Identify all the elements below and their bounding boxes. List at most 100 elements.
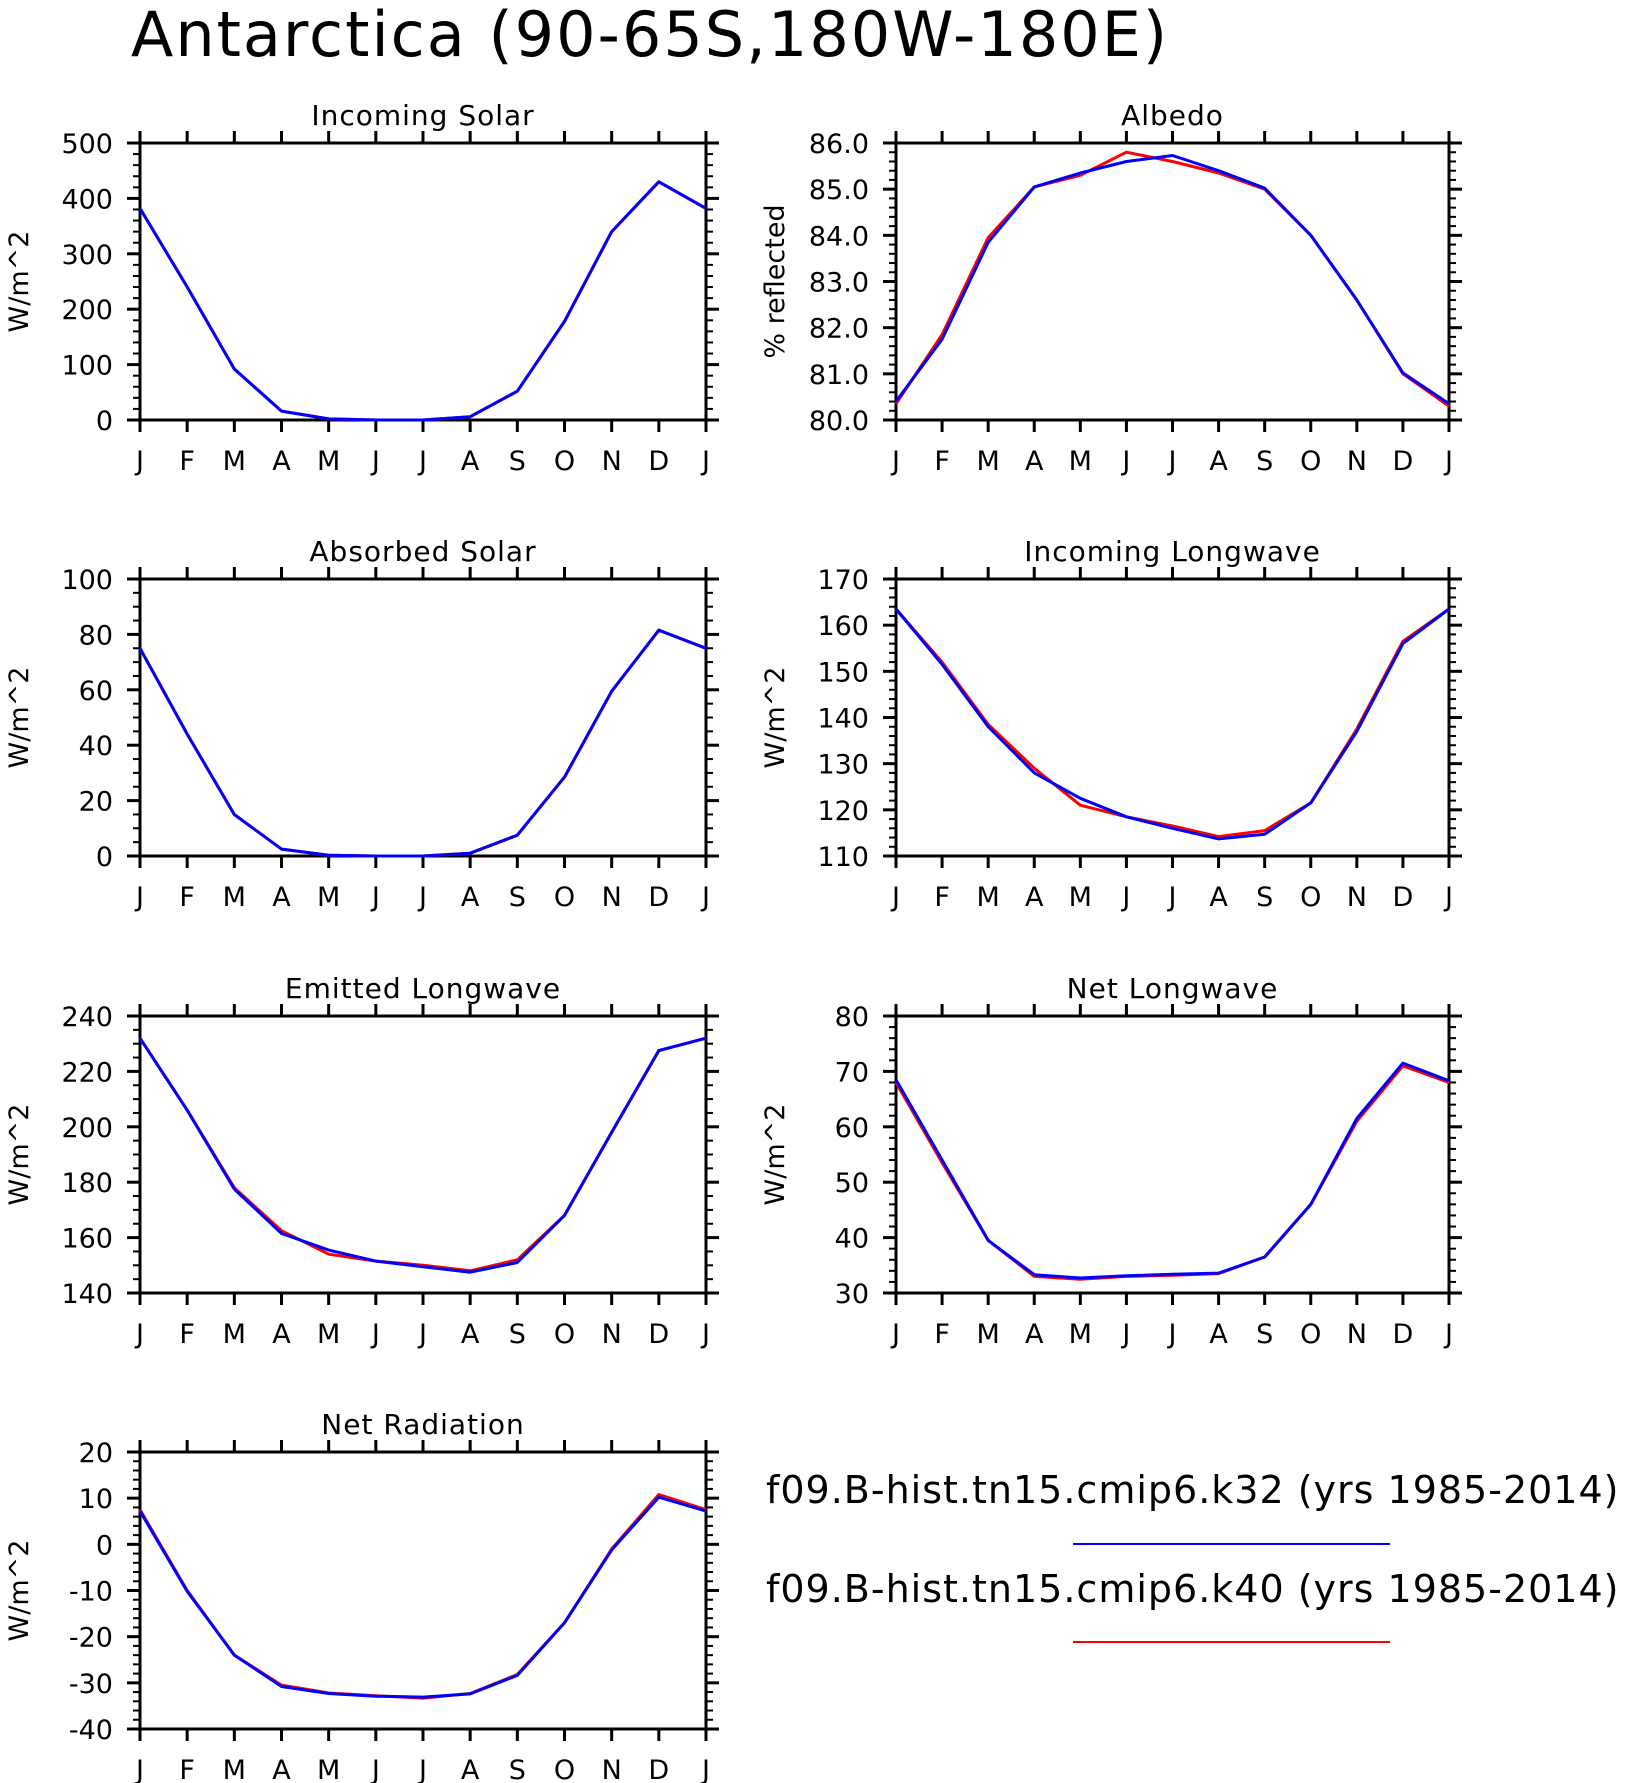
x-tick-label: A xyxy=(272,1319,291,1350)
series-line-0 xyxy=(138,1493,707,1700)
x-tick-label: F xyxy=(934,882,950,913)
x-tick-label: J xyxy=(417,882,427,913)
x-tick-label: A xyxy=(461,446,480,477)
y-tick-label: 86.0 xyxy=(809,129,869,160)
chart-title: Incoming Longwave xyxy=(1024,535,1321,568)
x-tick-label: N xyxy=(1347,882,1367,913)
y-tick-label: 20 xyxy=(79,787,113,818)
x-tick-label: F xyxy=(179,882,195,913)
x-tick-label: D xyxy=(648,446,669,477)
x-tick-label: J xyxy=(370,1755,380,1783)
legend-label-k32: f09.B-hist.tn15.cmip6.k32 (yrs 1985-2014… xyxy=(766,1468,1620,1512)
x-tick-label: J xyxy=(134,882,144,913)
x-tick-label: J xyxy=(370,882,380,913)
y-tick-label: 80.0 xyxy=(809,406,869,437)
x-tick-label: A xyxy=(1025,446,1044,477)
y-tick-label: -40 xyxy=(69,1715,113,1746)
y-tick-label: -30 xyxy=(69,1669,113,1700)
x-tick-label: M xyxy=(977,882,1000,913)
y-tick-label: -20 xyxy=(69,1623,113,1654)
series-line-1 xyxy=(138,180,707,422)
x-tick-label: D xyxy=(1393,1319,1414,1350)
x-tick-label: A xyxy=(461,1319,480,1350)
y-tick-label: 60 xyxy=(79,676,113,707)
x-tick-label: M xyxy=(223,446,246,477)
x-tick-label: M xyxy=(317,882,340,913)
y-tick-label: 40 xyxy=(79,731,113,762)
x-tick-label: M xyxy=(1069,882,1092,913)
x-tick-label: D xyxy=(648,1319,669,1350)
y-tick-label: -10 xyxy=(69,1577,113,1608)
legend-line-k40 xyxy=(1073,1641,1390,1643)
plot-frame xyxy=(138,141,708,422)
y-tick-label: 0 xyxy=(96,842,113,873)
x-tick-label: J xyxy=(134,1755,144,1783)
x-tick-label: J xyxy=(417,446,427,477)
plot-frame xyxy=(894,577,1451,858)
y-tick-label: 180 xyxy=(61,1168,113,1199)
x-tick-label: F xyxy=(934,1319,950,1350)
x-tick-label: N xyxy=(602,1755,622,1783)
x-tick-label: M xyxy=(1069,1319,1092,1350)
x-tick-label: J xyxy=(1120,446,1130,477)
plot-frame xyxy=(894,141,1451,422)
y-tick-label: 40 xyxy=(835,1224,869,1255)
y-tick-label: 120 xyxy=(817,796,869,827)
x-tick-label: J xyxy=(890,1319,900,1350)
x-tick-label: J xyxy=(1443,1319,1453,1350)
chart-title: Emitted Longwave xyxy=(285,972,561,1005)
series-line-0 xyxy=(894,1064,1450,1281)
x-tick-label: D xyxy=(648,882,669,913)
y-tick-label: 140 xyxy=(61,1279,113,1310)
x-tick-label: D xyxy=(1393,882,1414,913)
x-tick-label: A xyxy=(1209,446,1228,477)
x-tick-label: F xyxy=(179,1755,195,1783)
y-tick-label: 500 xyxy=(61,129,113,160)
x-tick-label: A xyxy=(272,446,291,477)
y-tick-label: 300 xyxy=(61,240,113,271)
y-tick-label: 150 xyxy=(817,657,869,688)
y-tick-label: 200 xyxy=(61,295,113,326)
y-tick-label: 80 xyxy=(79,620,113,651)
y-tick-label: 100 xyxy=(61,565,113,596)
chart-title: Albedo xyxy=(1121,99,1224,132)
x-tick-label: A xyxy=(461,882,480,913)
x-tick-label: M xyxy=(317,1755,340,1783)
x-tick-label: J xyxy=(890,446,900,477)
x-tick-label: S xyxy=(1256,882,1273,913)
y-tick-label: 160 xyxy=(817,611,869,642)
x-tick-label: J xyxy=(1443,882,1453,913)
x-tick-label: O xyxy=(1300,882,1321,913)
x-tick-label: J xyxy=(700,1319,710,1350)
plot-frame xyxy=(894,1014,1451,1295)
series-line-1 xyxy=(138,1495,707,1699)
series-line-0 xyxy=(138,180,707,422)
y-tick-label: 140 xyxy=(817,704,869,735)
x-tick-label: J xyxy=(370,446,380,477)
x-tick-label: N xyxy=(1347,1319,1367,1350)
chart-title: Incoming Solar xyxy=(311,99,534,132)
x-tick-label: M xyxy=(977,1319,1000,1350)
y-tick-label: 30 xyxy=(835,1279,869,1310)
x-tick-label: J xyxy=(700,882,710,913)
plot-frame xyxy=(138,577,708,858)
y-tick-label: 20 xyxy=(79,1438,113,1469)
y-tick-label: 82.0 xyxy=(809,314,869,345)
y-axis-label: W/m^2 xyxy=(4,667,35,769)
y-tick-label: 130 xyxy=(817,750,869,781)
y-axis-label: W/m^2 xyxy=(4,1104,35,1206)
x-tick-label: M xyxy=(223,882,246,913)
y-tick-label: 84.0 xyxy=(809,221,869,252)
series-line-0 xyxy=(138,1036,707,1273)
x-tick-label: O xyxy=(1300,446,1321,477)
x-tick-label: J xyxy=(417,1319,427,1350)
x-tick-label: J xyxy=(890,882,900,913)
y-tick-label: 85.0 xyxy=(809,175,869,206)
x-tick-label: A xyxy=(272,1755,291,1783)
y-tick-label: 200 xyxy=(61,1113,113,1144)
x-tick-label: J xyxy=(370,1319,380,1350)
